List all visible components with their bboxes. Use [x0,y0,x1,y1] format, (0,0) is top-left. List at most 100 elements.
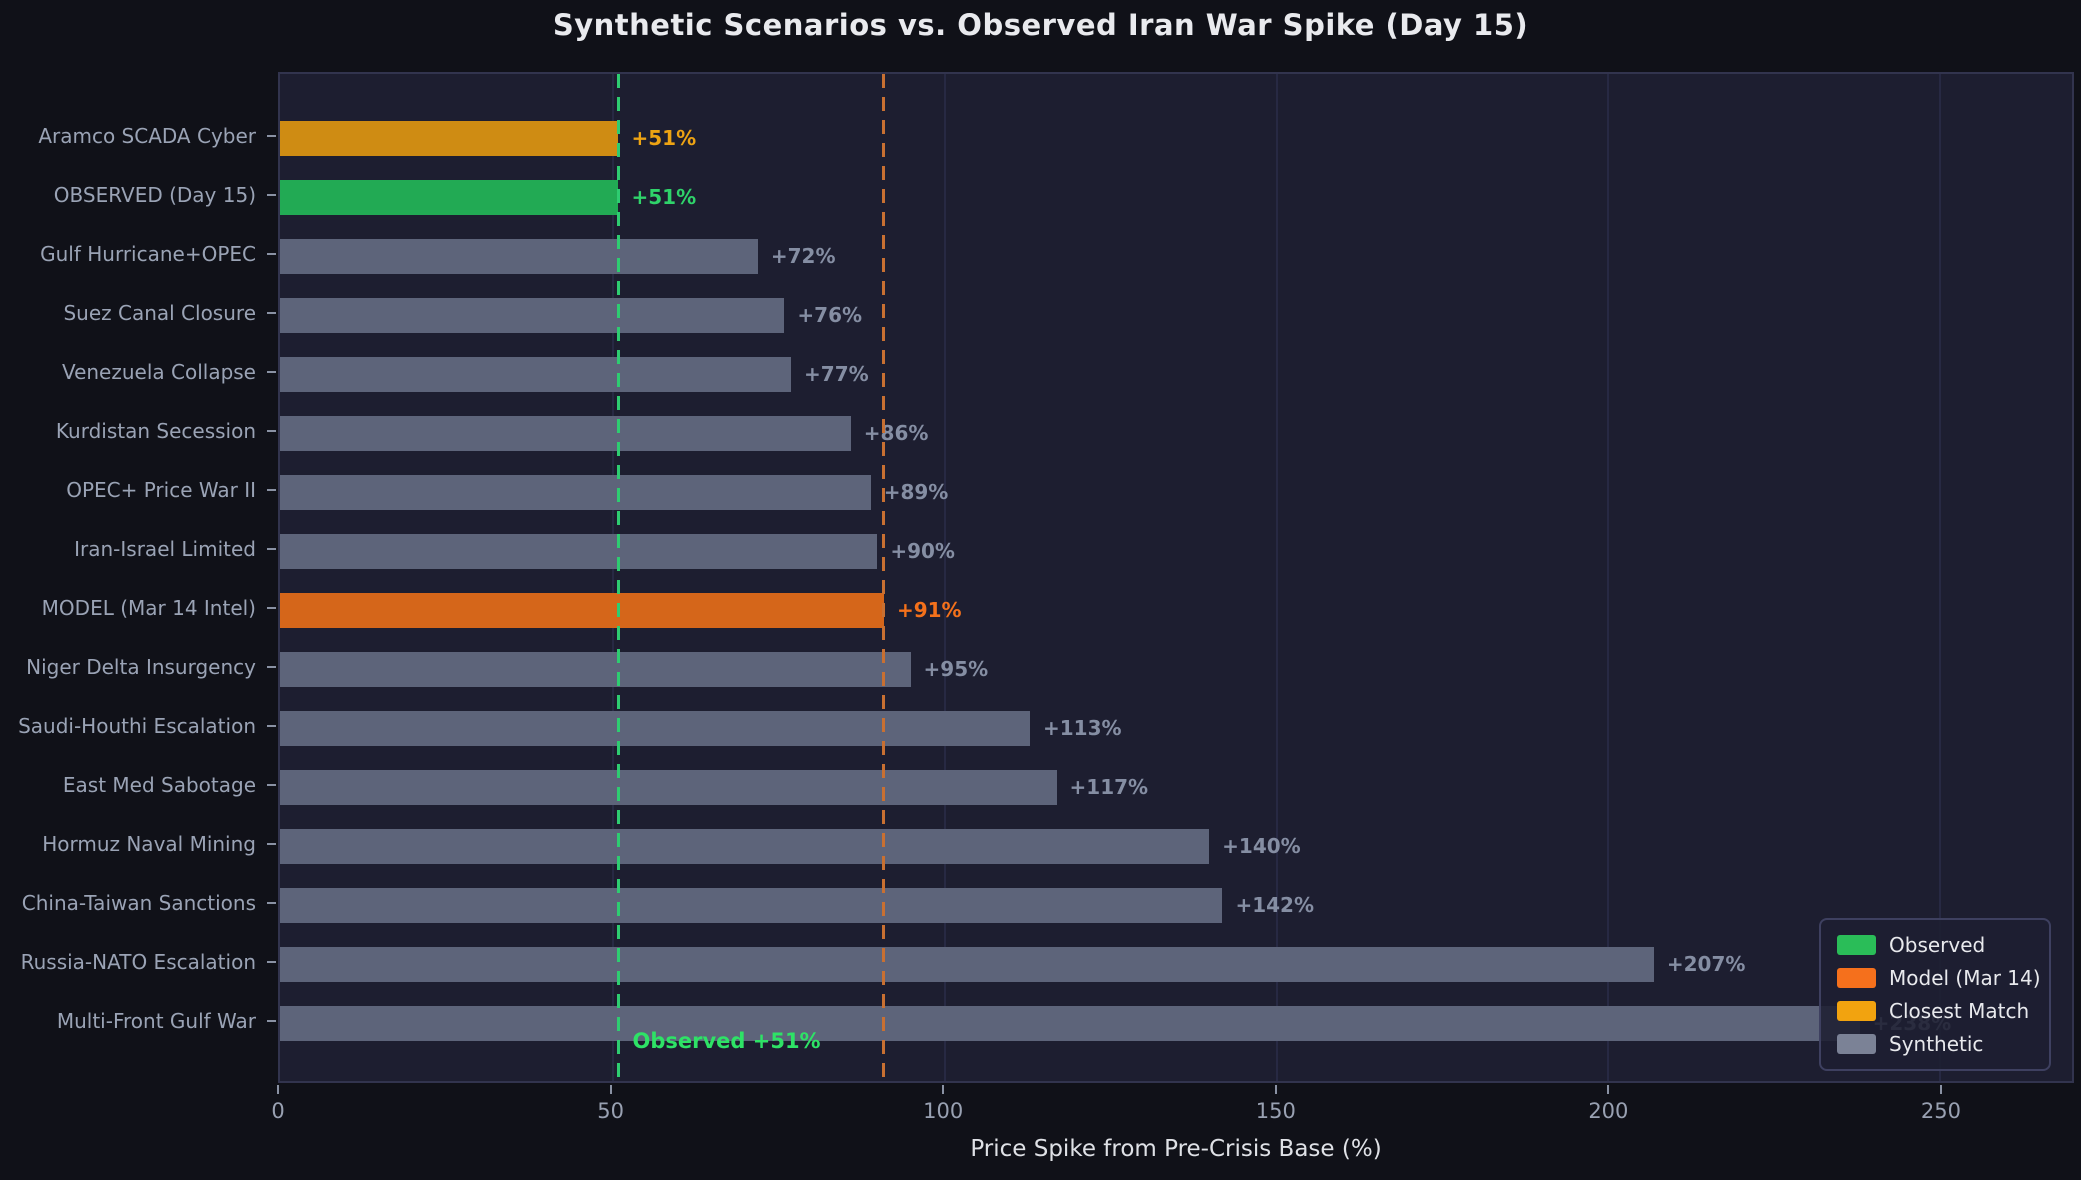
x-tick-mark-250 [1939,1085,1942,1094]
bar-opec-price-war-ii [280,474,871,510]
bar-observed-day-15 [280,179,619,215]
y-tick-mark [267,194,276,196]
bar-russia-nato-escalation [280,946,1654,982]
x-axis: 0 50 100 150 200 250 [271,1083,2074,1143]
x-axis-label: Price Spike from Pre-Crisis Base (%) [970,1136,1382,1162]
legend-item-closest-match: Closest Match [1837,999,2033,1023]
y-tick-mark [267,902,276,904]
y-tick-mark [267,725,276,727]
value-label-hormuz-naval-mining: +140% [1222,834,1301,858]
plot-area: +51% +51% +72% +76% +77% +86% +89% +90% +91% +95%… [278,72,2074,1083]
value-label-china-taiwan-sanctions: +142% [1235,893,1314,917]
observed-annotation: Observed +51% [632,1029,821,1053]
x-tick-label-250: 250 [1920,1099,1961,1123]
y-tick-label-kurdistan-secession: Kurdistan Secession [55,419,256,443]
y-tick-mark [267,312,276,314]
legend-swatch-observed [1837,935,1876,955]
value-label-venezuela-collapse: +77% [804,362,869,386]
bar-saudi-houthi-escalation [280,710,1030,746]
value-label-iran-israel-limited: +90% [890,539,955,563]
bar-kurdistan-secession [280,415,851,451]
y-tick-mark [267,253,276,255]
bar-multi-front-gulf-war [280,1005,1860,1041]
y-tick-label-east-med-sabotage: East Med Sabotage [62,773,256,797]
x-tick-label-150: 150 [1255,1099,1296,1123]
bar-china-taiwan-sanctions [280,887,1223,923]
bar-aramco-scada-cyber [280,120,619,156]
legend-label: Model (Mar 14) [1889,966,2041,990]
y-tick-label-iran-israel-limited: Iran-Israel Limited [74,537,256,561]
y-tick-label-hormuz-naval-mining: Hormuz Naval Mining [42,832,256,856]
x-tick-label-0: 0 [271,1099,285,1123]
bar-suez-canal-closure [280,297,785,333]
legend-label: Closest Match [1889,999,2030,1023]
x-tick-mark-0 [277,1085,279,1094]
legend-label: Synthetic [1889,1032,1984,1056]
legend-item-observed: Observed [1837,933,2033,957]
y-tick-label-niger-delta-insurgency: Niger Delta Insurgency [26,655,256,679]
y-tick-mark [267,666,276,668]
legend-swatch-closest-match [1837,1001,1876,1021]
bar-niger-delta-insurgency [280,651,911,687]
y-tick-mark [267,430,276,432]
legend-item-synthetic: Synthetic [1837,1032,2033,1056]
y-tick-label-saudi-houthi-escalation: Saudi-Houthi Escalation [18,714,256,738]
y-tick-label-russia-nato-escalation: Russia-NATO Escalation [20,950,256,974]
bar-venezuela-collapse [280,356,792,392]
y-tick-label-opec-price-war-ii: OPEC+ Price War II [66,478,256,502]
y-tick-mark [267,843,276,845]
value-label-niger-delta-insurgency: +95% [923,657,989,681]
y-tick-label-multi-front-gulf-war: Multi-Front Gulf War [56,1009,256,1033]
bar-gulf-hurricane-opec [280,238,758,274]
value-label-gulf-hurricane-opec: +72% [770,244,836,268]
reference-line-model [882,74,886,1081]
legend-label: Observed [1889,933,1986,957]
y-tick-mark [267,548,276,550]
y-tick-mark [267,961,276,963]
y-tick-label-observed-day-15: OBSERVED (Day 15) [53,183,256,207]
x-tick-label-100: 100 [923,1099,964,1123]
bar-hormuz-naval-mining [280,828,1210,864]
x-tick-label-50: 50 [597,1099,624,1123]
value-label-observed-day-15: +51% [631,185,697,209]
y-tick-label-model-mar-14-intel: MODEL (Mar 14 Intel) [41,596,256,620]
gridline-200 [1607,74,1610,1081]
value-label-model-mar-14-intel: +91% [896,598,962,622]
legend-swatch-model-mar-14 [1837,968,1876,988]
x-tick-mark-200 [1607,1085,1610,1094]
y-tick-mark [267,607,276,609]
y-tick-label-venezuela-collapse: Venezuela Collapse [61,360,256,384]
x-tick-label-200: 200 [1588,1099,1629,1123]
y-tick-mark [267,371,276,373]
x-tick-mark-100 [942,1085,945,1094]
legend-swatch-synthetic [1837,1034,1876,1054]
x-tick-mark-150 [1274,1085,1277,1094]
chart-title: Synthetic Scenarios vs. Observed Iran Wa… [552,8,1529,42]
gridline-50 [611,74,614,1081]
bar-iran-israel-limited [280,533,878,569]
y-tick-label-aramco-scada-cyber: Aramco SCADA Cyber [38,124,256,148]
y-tick-label-suez-canal-closure: Suez Canal Closure [63,301,256,325]
y-tick-label-gulf-hurricane-opec: Gulf Hurricane+OPEC [40,242,256,266]
legend: Observed Model (Mar 14) Closest Match Synth… [1819,918,2051,1071]
value-label-russia-nato-escalation: +207% [1666,952,1746,976]
y-tick-mark [267,489,276,491]
bar-east-med-sabotage [280,769,1057,805]
value-label-east-med-sabotage: +117% [1069,775,1149,799]
y-tick-label-china-taiwan-sanctions: China-Taiwan Sanctions [21,891,256,915]
gridline-100 [943,74,946,1081]
gridline-250 [1939,74,1942,1081]
bar-model-mar-14-intel [280,592,884,628]
value-label-suez-canal-closure: +76% [797,303,863,327]
value-label-saudi-houthi-escalation: +113% [1042,716,1122,740]
y-tick-mark [267,784,276,786]
y-axis: Aramco SCADA Cyber OBSERVED (Day 15) Gulf … [0,72,278,1083]
legend-item-model-mar-14: Model (Mar 14) [1837,966,2041,990]
reference-line-observed [616,74,620,1081]
y-tick-mark [267,135,276,137]
value-label-aramco-scada-cyber: +51% [631,126,697,150]
y-tick-mark [267,1020,276,1022]
value-label-opec-price-war-ii: +89% [883,480,949,504]
x-tick-mark-50 [609,1085,612,1094]
